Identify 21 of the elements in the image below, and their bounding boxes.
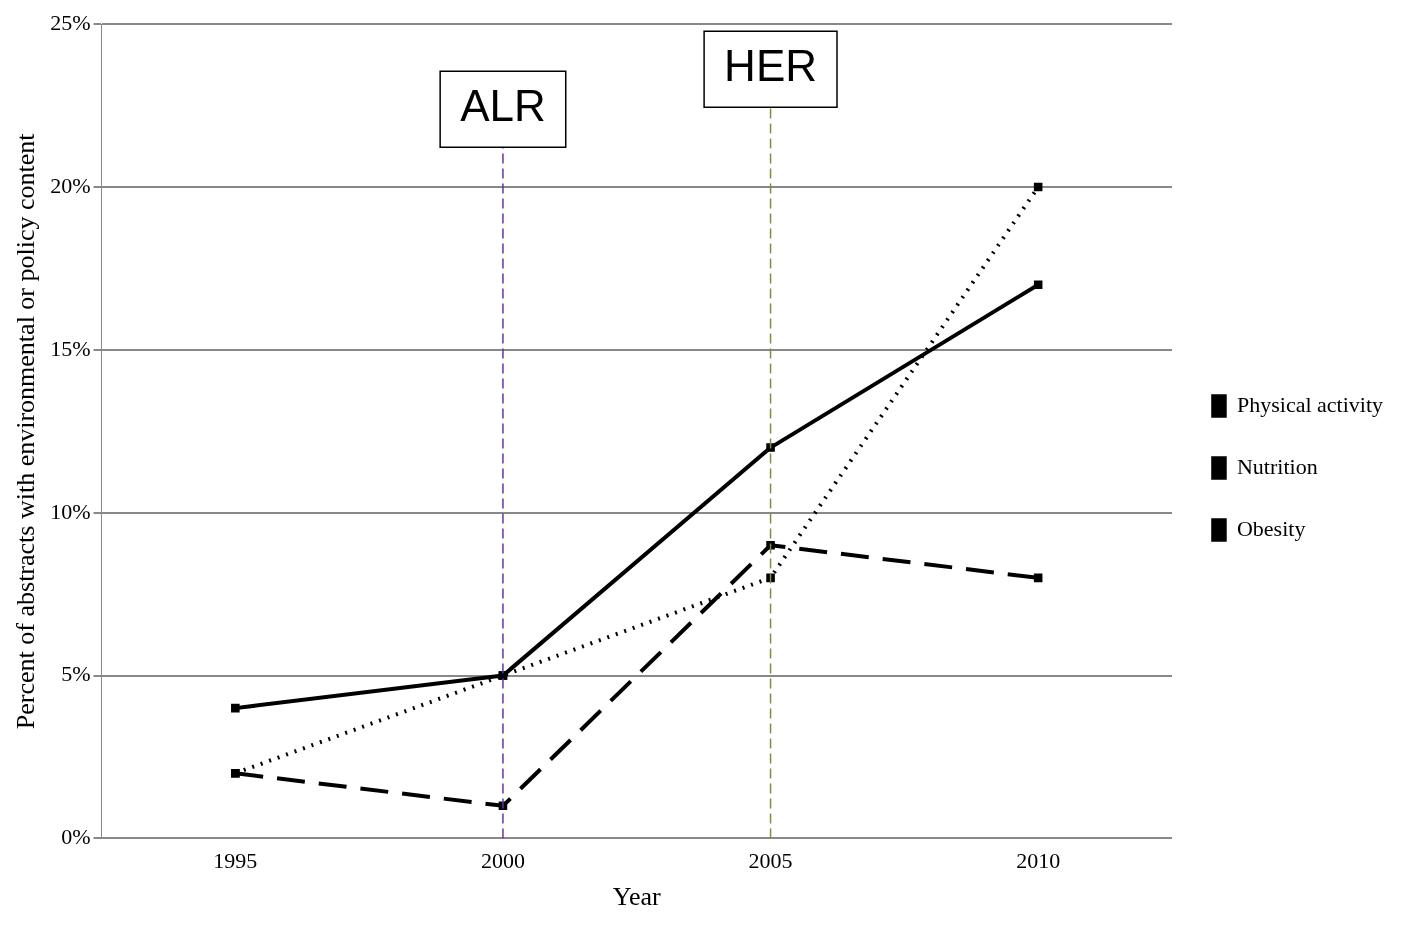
x-tick-label: 2005 (748, 848, 793, 874)
ref-line-label: ALR (460, 81, 546, 131)
legend-label: Nutrition (1236, 453, 1318, 479)
x-axis-title: Year (612, 882, 662, 912)
legend-label: Physical activity (1236, 391, 1383, 417)
point (1033, 280, 1043, 290)
point (1033, 182, 1043, 192)
y-axis-title: Percent of abstracts with environmental or policy content (11, 132, 41, 730)
y-tick-label: 25% (50, 9, 91, 35)
legend-label: Obesity (1236, 515, 1306, 541)
point (231, 703, 240, 713)
y-tick-label: 15% (50, 335, 91, 361)
y-tick-label: 10% (50, 498, 91, 524)
x-tick-label: 2000 (480, 848, 525, 874)
point (1033, 573, 1043, 583)
x-tick-label: 2010 (1016, 848, 1061, 874)
y-tick-label: 20% (50, 172, 91, 198)
x-tick-label: 1995 (213, 848, 258, 874)
y-tick-label: 0% (61, 824, 91, 850)
ref-line-label: HER (724, 41, 818, 91)
y-tick-label: 5% (61, 661, 91, 687)
